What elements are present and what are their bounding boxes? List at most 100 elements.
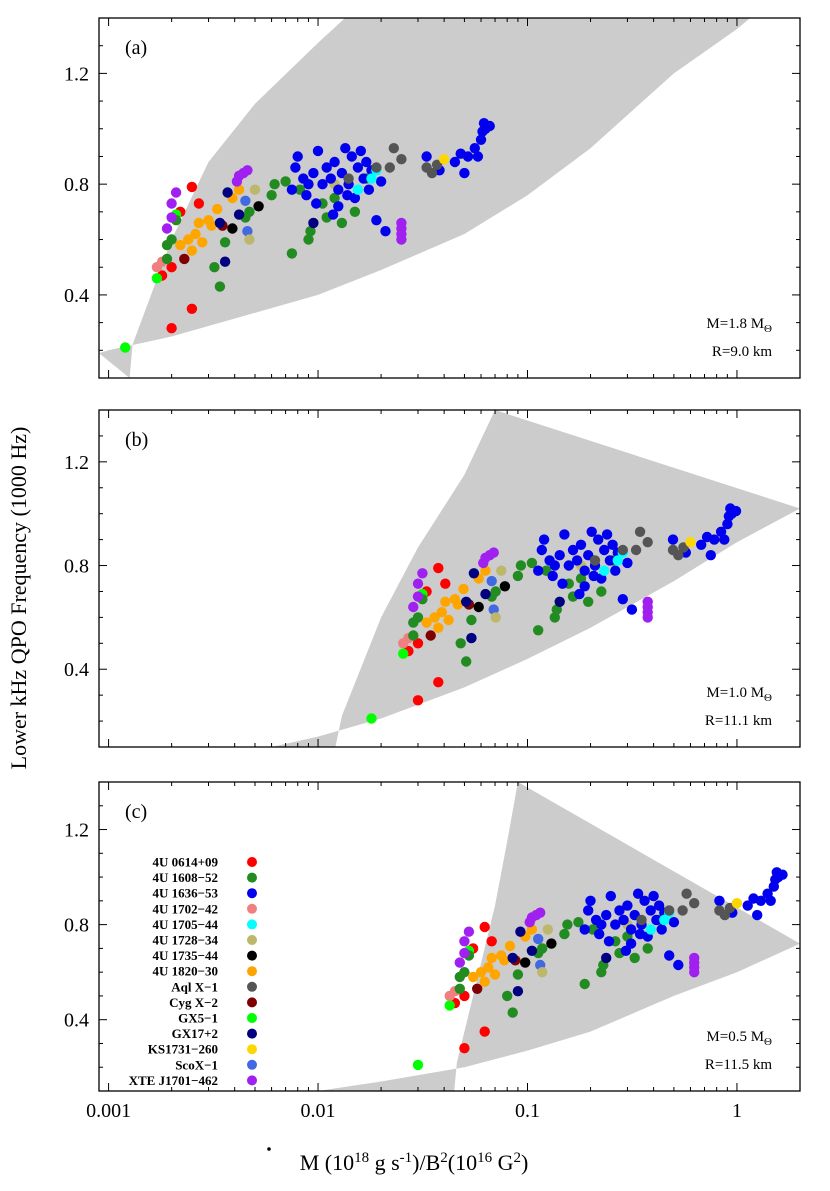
data-point bbox=[175, 239, 186, 251]
data-point bbox=[461, 596, 472, 607]
data-point bbox=[585, 895, 596, 906]
data-point bbox=[166, 198, 177, 209]
data-point bbox=[667, 534, 679, 545]
data-point bbox=[151, 273, 163, 284]
data-point bbox=[438, 154, 450, 165]
data-point bbox=[466, 632, 477, 644]
data-point bbox=[625, 924, 637, 935]
legend-label: GX5−1 bbox=[178, 1011, 218, 1026]
data-point bbox=[777, 869, 788, 880]
x-axis-label-part: ) bbox=[521, 1150, 528, 1175]
data-point bbox=[722, 518, 733, 530]
data-point bbox=[554, 550, 565, 561]
data-point bbox=[715, 526, 727, 537]
data-point bbox=[626, 604, 638, 615]
data-point bbox=[622, 900, 633, 911]
data-point bbox=[190, 228, 201, 240]
data-point bbox=[433, 562, 444, 574]
data-point bbox=[515, 560, 527, 571]
x-axis-label-part: (10 bbox=[319, 1150, 354, 1175]
data-point bbox=[533, 565, 544, 576]
data-point bbox=[642, 943, 653, 954]
data-point bbox=[547, 570, 558, 582]
legend-marker bbox=[247, 1075, 257, 1086]
data-point bbox=[429, 612, 440, 623]
data-point bbox=[673, 550, 684, 561]
panel-frame bbox=[98, 17, 801, 379]
data-point bbox=[219, 237, 231, 248]
data-point bbox=[166, 262, 177, 273]
data-point bbox=[454, 983, 465, 994]
data-point bbox=[233, 209, 245, 220]
data-point bbox=[554, 596, 565, 607]
data-point bbox=[426, 167, 438, 179]
x-tick-label: 0.01 bbox=[301, 1100, 336, 1122]
data-point bbox=[496, 565, 507, 576]
data-point bbox=[677, 905, 688, 916]
panel-a: 0.4 0.8 1.2 (a) M=1.8 MΘ R=9.0 km bbox=[64, 17, 801, 379]
data-point bbox=[412, 612, 424, 623]
data-point bbox=[398, 648, 409, 659]
data-point bbox=[380, 226, 391, 237]
data-point bbox=[412, 578, 424, 589]
y-tick-label: 0.8 bbox=[64, 915, 89, 937]
data-point bbox=[601, 952, 612, 964]
data-point bbox=[651, 914, 662, 926]
data-point bbox=[614, 905, 625, 916]
data-point bbox=[352, 184, 364, 195]
data-point bbox=[603, 936, 615, 947]
data-point bbox=[186, 181, 198, 193]
data-point bbox=[588, 570, 599, 582]
data-point bbox=[752, 909, 763, 921]
data-point bbox=[227, 223, 238, 234]
data-point bbox=[301, 190, 312, 201]
data-point bbox=[542, 924, 553, 935]
data-point bbox=[599, 544, 610, 556]
data-point bbox=[596, 919, 607, 930]
data-point bbox=[488, 604, 499, 615]
data-point bbox=[618, 914, 629, 926]
x-axis-label-part: (10 bbox=[448, 1150, 477, 1175]
data-point bbox=[312, 145, 324, 157]
data-point bbox=[642, 596, 653, 607]
data-point bbox=[170, 187, 182, 198]
data-point bbox=[197, 237, 208, 248]
data-point bbox=[486, 952, 497, 964]
data-point bbox=[161, 223, 173, 234]
data-point bbox=[444, 1000, 455, 1011]
radius-annotation: R=11.5 km bbox=[705, 1057, 772, 1073]
y-tick-label: 0.8 bbox=[64, 174, 89, 196]
data-point bbox=[634, 526, 646, 537]
data-point bbox=[696, 539, 707, 550]
data-point bbox=[371, 162, 382, 173]
y-tick-label: 1.2 bbox=[64, 820, 89, 842]
data-point bbox=[681, 888, 692, 899]
data-point bbox=[472, 151, 484, 162]
data-points bbox=[366, 503, 742, 724]
mass-annotation: M=1.8 MΘ bbox=[706, 316, 772, 335]
data-point bbox=[610, 565, 621, 576]
data-point bbox=[479, 976, 490, 987]
data-point bbox=[249, 184, 261, 195]
data-point bbox=[579, 924, 590, 935]
data-point bbox=[634, 928, 646, 940]
data-point bbox=[308, 167, 319, 179]
panel-frame bbox=[98, 781, 801, 1092]
data-point bbox=[280, 176, 291, 187]
legend-label: Aql X−1 bbox=[171, 979, 218, 994]
data-point bbox=[421, 617, 432, 628]
data-point bbox=[329, 156, 340, 168]
data-point bbox=[336, 217, 348, 229]
data-point bbox=[253, 201, 264, 212]
data-point bbox=[593, 534, 604, 545]
legend-marker bbox=[247, 903, 257, 914]
data-point bbox=[589, 555, 601, 566]
data-point bbox=[244, 234, 255, 245]
y-tick-label: 0.4 bbox=[64, 1010, 89, 1032]
legend-marker bbox=[247, 966, 257, 977]
legend-marker bbox=[247, 888, 257, 899]
data-point bbox=[303, 179, 314, 190]
radius-annotation: R=9.0 km bbox=[712, 344, 772, 360]
data-point bbox=[601, 909, 612, 921]
data-point bbox=[557, 578, 568, 589]
